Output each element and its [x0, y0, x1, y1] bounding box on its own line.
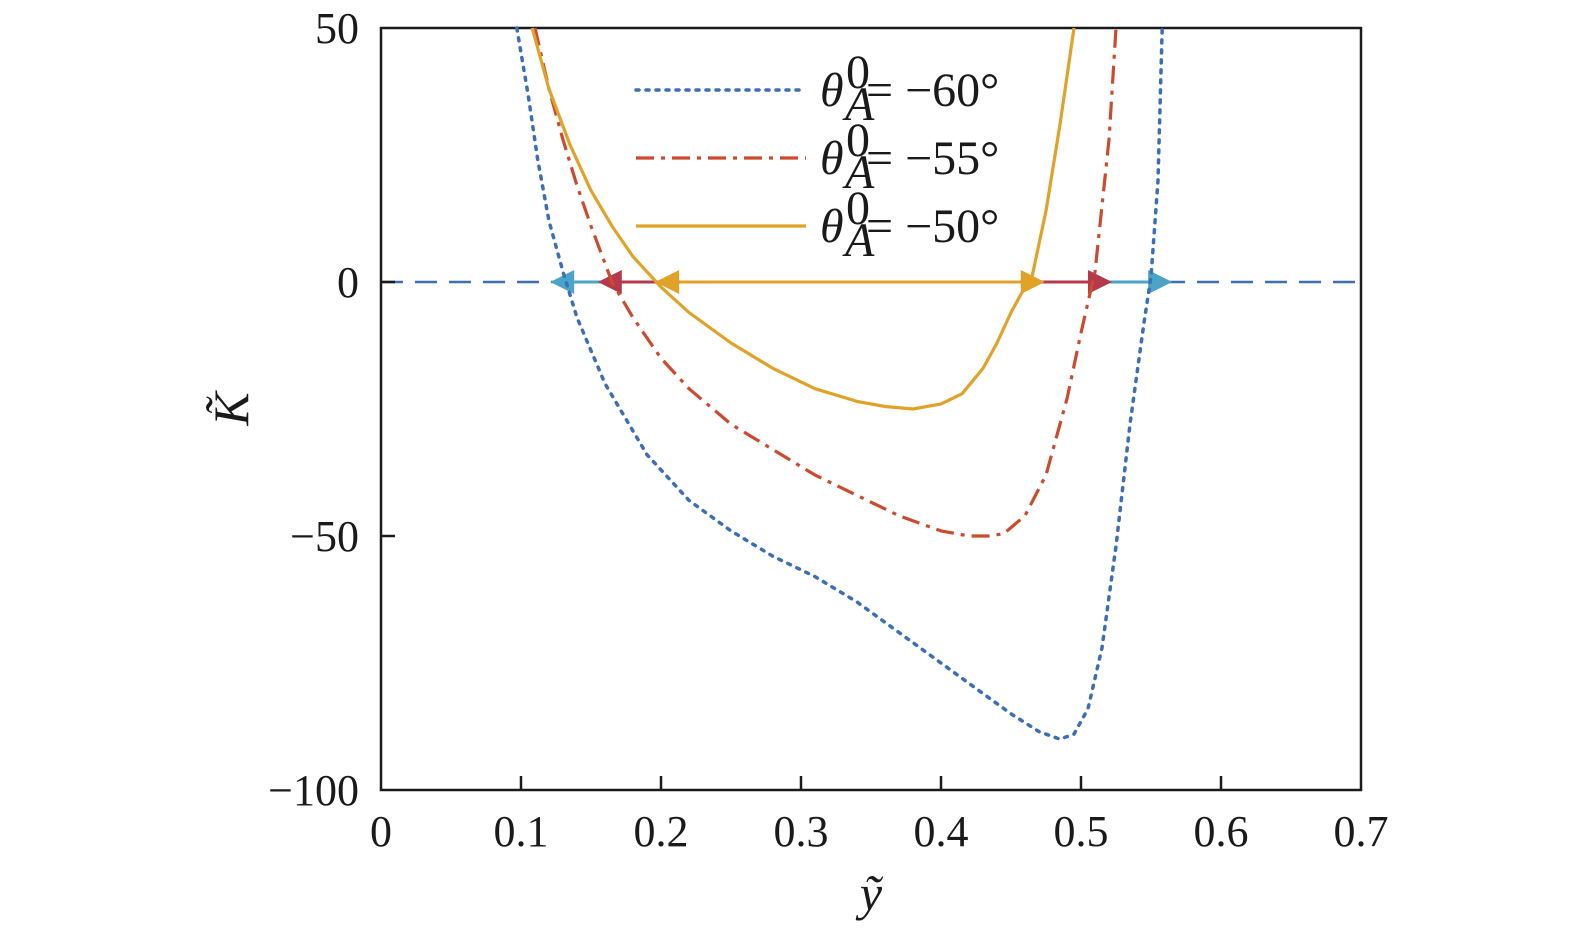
range-arrowhead-left: [597, 270, 622, 294]
series-line-3: [530, 27, 1076, 411]
legend-subscript: A: [842, 214, 875, 267]
legend-symbol: θ: [820, 132, 844, 185]
legend-subscript: A: [842, 146, 875, 199]
series-line-2: [533, 27, 1118, 538]
legend-value: = −60°: [866, 64, 999, 117]
legend-symbol: θ: [820, 200, 844, 253]
legend-subscript: A: [842, 78, 875, 131]
range-arrowhead-right: [1088, 270, 1112, 294]
x-tick-label: 0.1: [494, 807, 549, 856]
tick-layer: 0 0.1 0.2 0.3 0.4 0.5 0.6 0.7 50 0 −50 −100: [268, 4, 1388, 856]
x-tick-label: 0.6: [1194, 807, 1249, 856]
legend-label-1: θ 0A = −60°: [820, 46, 999, 131]
y-tick-label: 50: [315, 4, 359, 53]
legend-symbol: θ: [820, 64, 844, 117]
y-tick-label: −50: [290, 512, 359, 561]
x-tick-label: 0.2: [634, 807, 689, 856]
y-tick-label: −100: [268, 766, 359, 815]
legend: θ 0A = −60°θ 0A = −55°θ 0A = −50°: [634, 46, 999, 267]
x-tick-label: 0.5: [1054, 807, 1109, 856]
series-line-1: [515, 26, 1164, 741]
legend-value: = −55°: [866, 132, 999, 185]
x-tick-label: 0.3: [774, 807, 829, 856]
series-layer: [515, 26, 1164, 741]
x-tick-label: 0.4: [914, 807, 969, 856]
x-axis-title: ỹ: [855, 865, 884, 921]
legend-superscript: 0: [846, 46, 870, 99]
legend-label-2: θ 0A = −55°: [820, 114, 999, 199]
range-arrowhead-right: [1020, 270, 1045, 294]
range-arrowhead-left: [655, 270, 680, 294]
y-tick-label: 0: [337, 258, 359, 307]
x-tick-label: 0.7: [1334, 807, 1389, 856]
arrow-layer: [550, 270, 1173, 294]
legend-label-3: θ 0A = −50°: [820, 182, 999, 267]
y-axis-title: K̃: [203, 390, 259, 427]
plot-frame: [379, 26, 1363, 792]
range-arrowhead-left: [550, 270, 575, 294]
legend-value: = −50°: [866, 200, 999, 253]
range-arrowhead-right: [1148, 270, 1173, 294]
x-tick-label: 0: [370, 807, 392, 856]
legend-superscript: 0: [846, 114, 870, 167]
legend-superscript: 0: [846, 182, 870, 235]
